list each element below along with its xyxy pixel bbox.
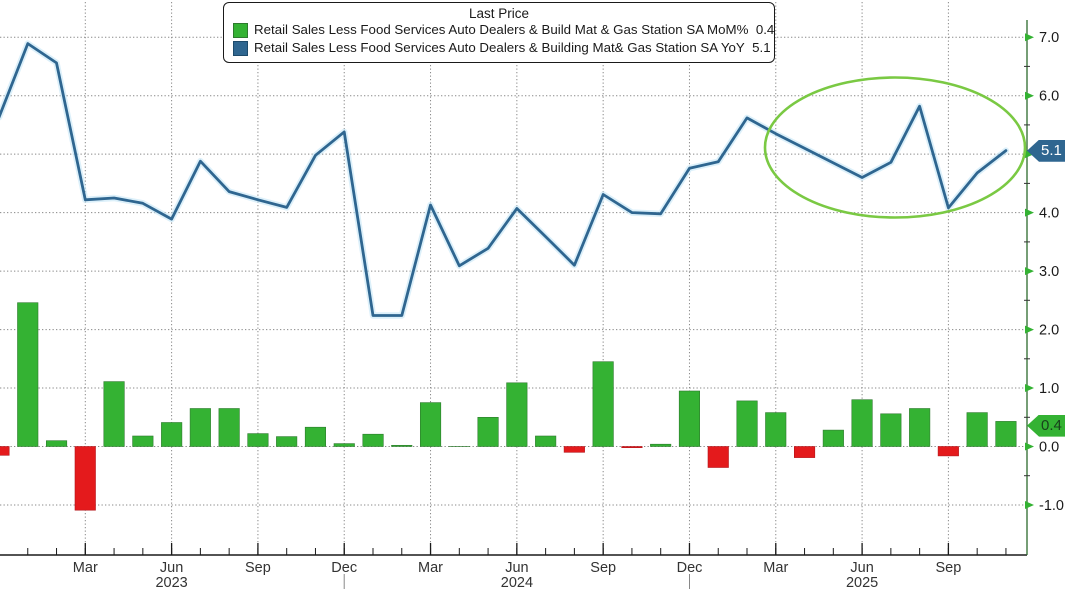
svg-text:Dec: Dec <box>331 560 357 576</box>
svg-text:Jun: Jun <box>505 560 528 576</box>
svg-text:Mar: Mar <box>418 560 443 576</box>
svg-text:0.0: 0.0 <box>1039 440 1059 456</box>
svg-text:7.0: 7.0 <box>1039 30 1059 46</box>
svg-text:-1.0: -1.0 <box>1039 498 1064 514</box>
svg-text:Mar: Mar <box>73 560 98 576</box>
svg-text:Jun: Jun <box>850 560 873 576</box>
svg-text:2.0: 2.0 <box>1039 323 1059 339</box>
svg-text:1.0: 1.0 <box>1039 381 1059 397</box>
svg-text:4.0: 4.0 <box>1039 206 1059 222</box>
svg-text:6.0: 6.0 <box>1039 89 1059 105</box>
svg-text:Dec: Dec <box>677 560 703 576</box>
svg-text:2023: 2023 <box>155 575 187 589</box>
svg-text:Mar: Mar <box>763 560 788 576</box>
svg-text:3.0: 3.0 <box>1039 264 1059 280</box>
svg-text:2025: 2025 <box>846 575 878 589</box>
svg-text:Sep: Sep <box>935 560 961 576</box>
svg-text:2024: 2024 <box>501 575 533 589</box>
svg-text:Sep: Sep <box>245 560 271 576</box>
svg-text:Sep: Sep <box>590 560 616 576</box>
svg-text:Jun: Jun <box>160 560 183 576</box>
